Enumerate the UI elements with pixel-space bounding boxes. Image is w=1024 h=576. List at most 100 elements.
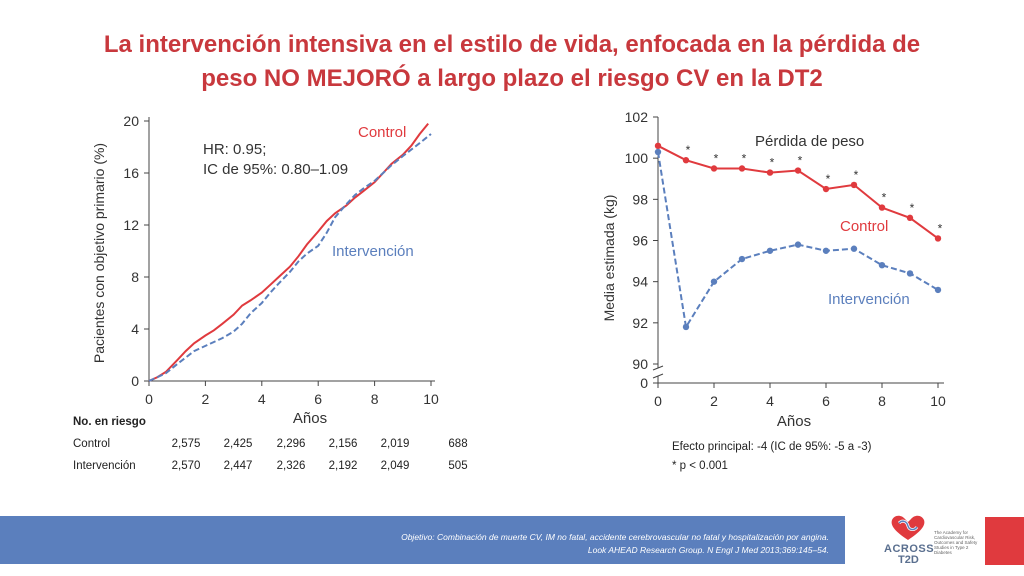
x-tick-label: 10 — [423, 391, 439, 407]
data-point-intervention — [682, 323, 690, 331]
data-point-intervention — [878, 262, 886, 269]
y-tick-label: 96 — [632, 233, 648, 249]
significance-asterisk: * — [910, 201, 915, 215]
y-axis-label: Media estimada (kg) — [601, 195, 617, 322]
data-point-control — [822, 185, 830, 193]
data-point-control — [906, 214, 914, 222]
x-axis-label: Años — [293, 410, 327, 427]
risk-value: 2,192 — [328, 460, 358, 472]
data-point-control — [682, 157, 690, 164]
title-line-2: peso NO MEJORÓ a largo plazo el riesgo C… — [201, 65, 823, 92]
main-effect-note: Efecto principal: -4 (IC de 95%: -5 a -3… — [672, 441, 872, 453]
logo-tagline: The Academy for Cardiovascular Risk, Out… — [934, 530, 978, 555]
y-tick-label: 102 — [625, 109, 649, 125]
data-point-control — [850, 181, 858, 189]
significance-asterisk: * — [882, 191, 887, 205]
red-accent-block — [985, 517, 1024, 565]
logo-heart-icon — [891, 515, 925, 540]
risk-value: 2,326 — [276, 460, 306, 472]
risk-value: 688 — [448, 438, 468, 450]
axis-break-mark — [652, 365, 664, 371]
x-axis-label: Años — [777, 413, 811, 430]
data-point-intervention — [738, 255, 746, 263]
series-label-intervention: Intervención — [332, 243, 414, 260]
y-tick-label: 94 — [632, 274, 648, 290]
significance-asterisk: * — [798, 154, 803, 168]
right-chart-weight-change: 90 92 94 96 98 100 102 00 2 4 6 8 10 Años Media estima… — [601, 109, 946, 430]
risk-value: 2,019 — [380, 438, 410, 450]
page-title: La intervención intensiva en el estilo d… — [40, 28, 984, 96]
significance-asterisk: * — [770, 156, 775, 170]
risk-row-label-intervention: Intervención — [73, 460, 136, 472]
significance-asterisk: * — [938, 221, 943, 235]
x-tick-label: 8 — [878, 393, 886, 409]
p-value-note: * p < 0.001 — [672, 460, 728, 472]
data-point-control — [878, 204, 886, 211]
risk-table-header: No. en riesgo — [73, 416, 146, 428]
footer-objective: Objetivo: Combinación de muerte CV, IM n… — [401, 532, 829, 542]
y-tick-label: 90 — [632, 356, 648, 372]
hr-annotation-line1: HR: 0.95; — [203, 141, 266, 158]
data-point-control — [766, 169, 774, 176]
series-label-control: Control — [358, 124, 406, 141]
across-t2d-logo: ACROSS T2D The Academy for Cardiovascula… — [880, 512, 980, 568]
x-tick-label: 6 — [314, 391, 322, 407]
significance-asterisk: * — [714, 151, 719, 165]
title-line-1: La intervención intensiva en el estilo d… — [103, 31, 921, 58]
y-tick-label: 16 — [123, 165, 139, 181]
risk-value: 505 — [448, 460, 468, 472]
x-tick-label: 2 — [710, 393, 718, 409]
significance-asterisk: * — [742, 151, 747, 165]
series-line-intervention — [148, 133, 432, 382]
risk-row-label-control: Control — [73, 438, 111, 450]
risk-value: 2,156 — [328, 438, 358, 450]
footer-citation: Look AHEAD Research Group. N Engl J Med … — [587, 545, 829, 555]
data-point-control — [710, 165, 718, 172]
x-tick-label: 4 — [766, 393, 774, 409]
significance-asterisk: * — [826, 172, 831, 186]
series-label-intervention: Intervención — [828, 291, 910, 308]
logo-text-t2d: T2D — [898, 554, 919, 566]
risk-value: 2,575 — [171, 438, 201, 450]
x-tick-label: 0 — [654, 393, 662, 409]
x-tick-label: 8 — [371, 391, 379, 407]
risk-value: 2,425 — [223, 438, 253, 450]
axis-break-mark — [652, 373, 664, 379]
x-tick-label: 10 — [930, 393, 946, 409]
significance-asterisk: * — [686, 143, 691, 157]
data-point-intervention — [850, 245, 858, 252]
x-tick-label: 4 — [258, 391, 266, 407]
y-axis-label: Pacientes con objetivo primario (%) — [91, 143, 107, 363]
x-tick-label: 2 — [202, 391, 210, 407]
y-tick-label: 0 — [131, 373, 139, 389]
y-tick-label: 12 — [123, 217, 139, 233]
data-point-intervention — [906, 270, 914, 277]
chart-inner-title: Pérdida de peso — [755, 133, 864, 150]
y-tick-label: 8 — [131, 269, 139, 285]
y-tick-label: 92 — [632, 315, 648, 331]
risk-value: 2,296 — [276, 438, 306, 450]
y-tick-label: 98 — [632, 191, 648, 207]
data-point-intervention — [654, 148, 662, 156]
data-point-intervention — [934, 286, 942, 294]
data-point-control — [934, 235, 942, 242]
x-tick-label: 6 — [822, 393, 830, 409]
significance-asterisk: * — [854, 168, 859, 182]
footer-bar: Objetivo: Combinación de muerte CV, IM n… — [0, 516, 845, 564]
y-tick-label: 100 — [625, 150, 649, 166]
x-tick-label: 0 — [145, 391, 153, 407]
data-point-control — [794, 167, 802, 174]
y-tick-label: 4 — [131, 321, 139, 337]
risk-value: 2,049 — [380, 460, 410, 472]
hr-annotation-line2: IC de 95%: 0.80–1.09 — [203, 161, 348, 178]
data-point-control — [654, 142, 662, 150]
data-point-intervention — [710, 278, 718, 285]
data-point-intervention — [794, 241, 802, 248]
logo-text-across: ACROSS — [884, 543, 935, 555]
risk-value: 2,447 — [223, 460, 253, 472]
left-chart-cumulative-events: 0 4 8 12 16 20 0 2 4 6 8 10 Años Pacientes con objeti… — [91, 113, 439, 427]
series-label-control: Control — [840, 218, 888, 235]
y-tick-label: 20 — [123, 113, 139, 129]
data-point-control — [738, 165, 746, 172]
